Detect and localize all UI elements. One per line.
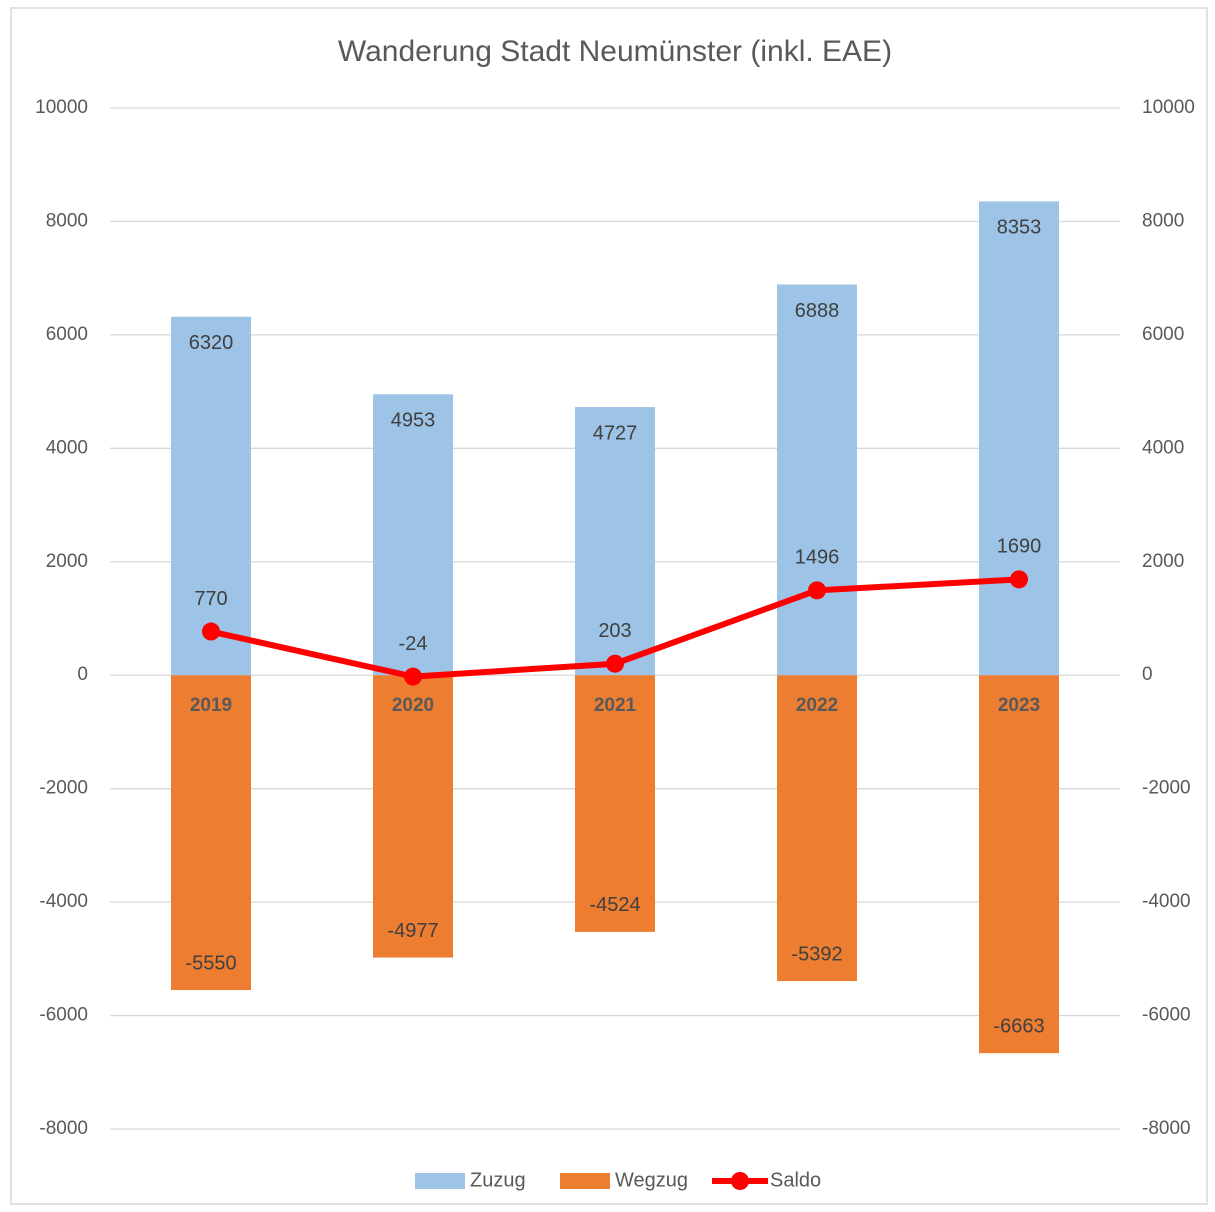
bar bbox=[979, 201, 1059, 676]
y2-tick-label: 4000 bbox=[1142, 437, 1184, 458]
data-label: -24 bbox=[399, 633, 428, 655]
y-tick-label: 0 bbox=[77, 664, 88, 685]
y2-tick-label: 10000 bbox=[1142, 97, 1195, 118]
data-label: 4953 bbox=[391, 410, 436, 432]
legend-label: Zuzug bbox=[470, 1169, 526, 1191]
bar bbox=[171, 316, 251, 676]
y-tick-label: -8000 bbox=[39, 1118, 88, 1139]
x-tick-label: 2023 bbox=[998, 695, 1040, 716]
y-tick-label: 2000 bbox=[46, 551, 88, 572]
data-label: 4727 bbox=[593, 422, 638, 444]
data-label: 6888 bbox=[795, 300, 840, 322]
y2-tick-label: -6000 bbox=[1142, 1005, 1191, 1026]
bar bbox=[979, 675, 1059, 1054]
bar bbox=[777, 675, 857, 982]
data-label: -5550 bbox=[185, 952, 236, 974]
x-tick-label: 2021 bbox=[594, 695, 637, 716]
marker bbox=[202, 622, 220, 641]
y2-tick-label: -8000 bbox=[1142, 1118, 1191, 1139]
legend-label: Saldo bbox=[770, 1169, 821, 1191]
bar bbox=[373, 675, 453, 958]
bar bbox=[575, 675, 655, 932]
y2-tick-label: 6000 bbox=[1142, 324, 1184, 345]
data-label: -4977 bbox=[387, 920, 438, 942]
data-label: 1496 bbox=[795, 547, 840, 569]
y2-tick-label: -2000 bbox=[1142, 778, 1191, 799]
legend-swatch bbox=[560, 1173, 610, 1189]
y-tick-label: -2000 bbox=[39, 778, 88, 799]
y-tick-label: 6000 bbox=[46, 324, 88, 345]
bar bbox=[373, 394, 453, 676]
data-label: 203 bbox=[598, 620, 631, 642]
marker bbox=[606, 654, 624, 673]
y-tick-label: 4000 bbox=[46, 437, 88, 458]
y2-tick-label: -4000 bbox=[1142, 891, 1191, 912]
marker bbox=[404, 667, 422, 686]
marker bbox=[1010, 570, 1028, 589]
y-tick-label: 8000 bbox=[46, 210, 88, 231]
marker bbox=[808, 581, 826, 600]
x-tick-label: 2022 bbox=[796, 695, 838, 716]
x-tick-label: 2020 bbox=[392, 695, 434, 716]
legend-swatch bbox=[731, 1172, 749, 1190]
y2-tick-label: 8000 bbox=[1142, 210, 1184, 231]
data-label: 8353 bbox=[997, 217, 1042, 239]
y-tick-label: -4000 bbox=[39, 891, 88, 912]
y2-tick-label: 2000 bbox=[1142, 551, 1184, 572]
bar bbox=[171, 675, 251, 991]
legend-label: Wegzug bbox=[615, 1169, 688, 1191]
legend-swatch bbox=[415, 1173, 465, 1189]
y-tick-label: -6000 bbox=[39, 1005, 88, 1026]
data-label: -4524 bbox=[589, 894, 640, 916]
data-label: 770 bbox=[194, 588, 227, 610]
y2-tick-label: 0 bbox=[1142, 664, 1153, 685]
bar bbox=[575, 407, 655, 676]
data-label: 6320 bbox=[189, 332, 234, 354]
x-tick-label: 2019 bbox=[190, 695, 232, 716]
y-tick-label: 10000 bbox=[35, 97, 88, 118]
data-label: -5392 bbox=[791, 943, 842, 965]
data-label: 1690 bbox=[997, 536, 1042, 558]
chart-title: Wanderung Stadt Neumünster (inkl. EAE) bbox=[338, 35, 892, 68]
bar bbox=[777, 284, 857, 676]
data-label: -6663 bbox=[993, 1015, 1044, 1037]
